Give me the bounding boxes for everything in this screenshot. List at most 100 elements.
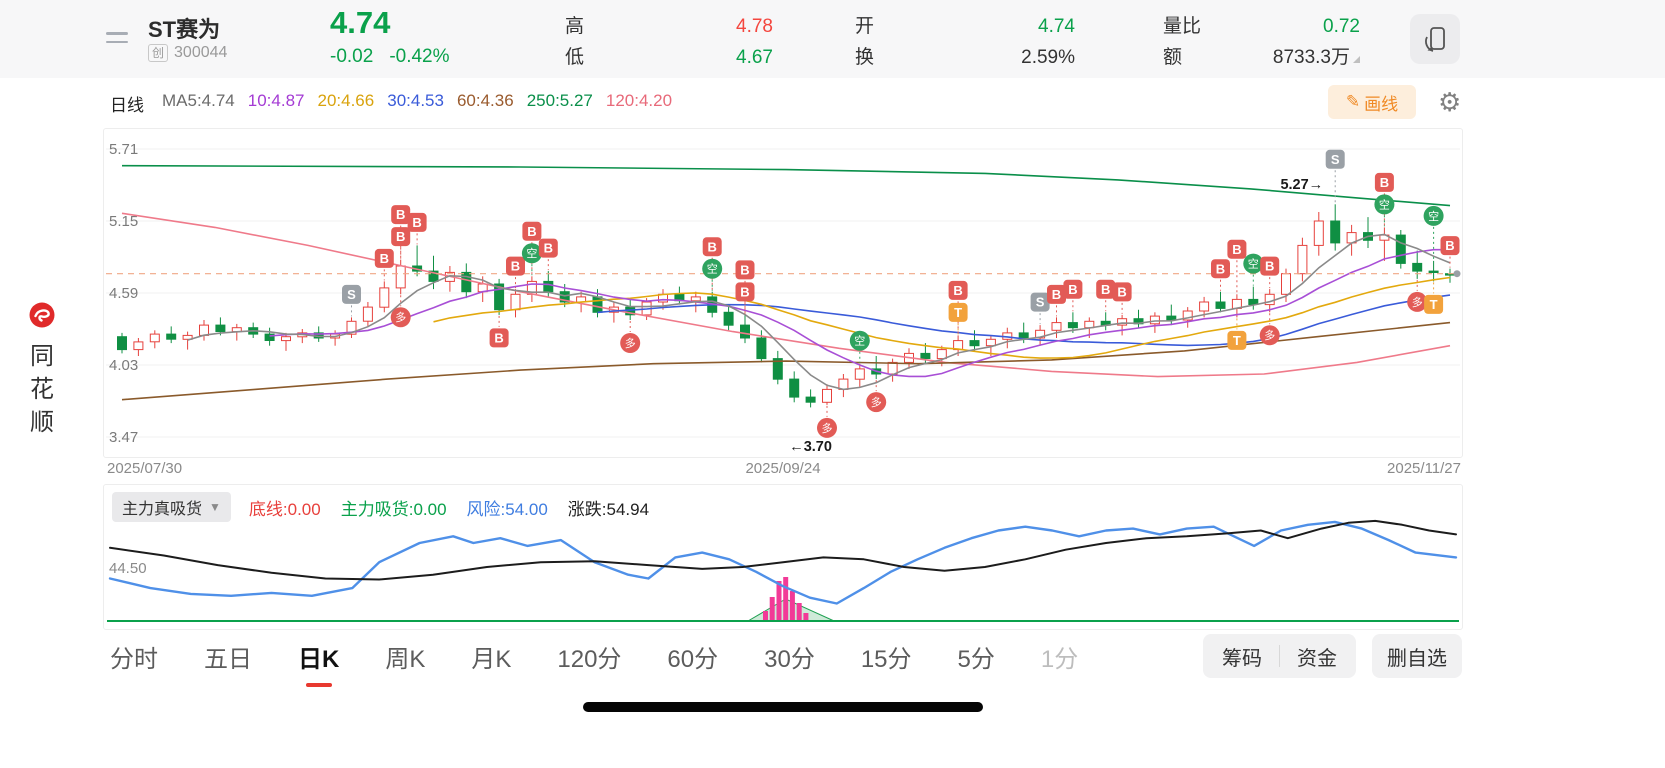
svg-text:B: B — [1052, 287, 1061, 302]
indicator-values: 底线:0.00 主力吸货:0.00 风险:54.00 涨跌:54.94 — [249, 495, 649, 520]
svg-text:T: T — [954, 305, 962, 320]
brand-watermark: 同花顺 — [22, 302, 62, 439]
market-tag: 创 — [148, 44, 169, 62]
tab-60min[interactable]: 60分 — [667, 645, 719, 673]
brand-name-vertical: 同花顺 — [22, 340, 62, 439]
svg-text:B: B — [396, 229, 405, 244]
indicator-panel: 44.50 主力真吸货 ▼ 底线:0.00 主力吸货:0.00 风险:54.00 涨跌… — [103, 484, 1463, 630]
active-tab-underline — [305, 682, 332, 687]
brand-char: 花 — [30, 376, 54, 403]
svg-text:多: 多 — [822, 421, 833, 435]
svg-text:S: S — [347, 287, 356, 302]
svg-text:多: 多 — [1412, 295, 1423, 309]
ma-value-5: 250:5.27 — [526, 91, 593, 110]
remove-watchlist-button[interactable]: 删自选 — [1372, 634, 1462, 678]
indicator-chart[interactable]: 44.50 — [104, 485, 1462, 629]
header: ST赛为 创 300044 4.74 -0.02 -0.42% 高 4.78 低 4.… — [0, 0, 1665, 78]
tab-fenshi[interactable]: 分时 — [110, 645, 158, 673]
stat-value: 4.67 — [736, 47, 773, 68]
svg-text:B: B — [1265, 259, 1274, 274]
tab-120min[interactable]: 120分 — [557, 645, 622, 673]
svg-text:B: B — [396, 207, 405, 222]
menu-icon[interactable] — [106, 26, 130, 49]
tab-week-k[interactable]: 周K — [385, 645, 426, 673]
stat-label: 低 — [565, 47, 585, 68]
ma-toolbar: 日线 MA5:4.74 10:4.87 20:4.66 30:4.53 60:4.36 2… — [0, 78, 1665, 124]
tab-5day[interactable]: 五日 — [204, 645, 252, 673]
svg-text:B: B — [740, 262, 749, 277]
svg-text:空: 空 — [1428, 209, 1439, 223]
date-middle: 2025/09/24 — [745, 460, 821, 477]
quote-stat-turnover: 换 2.59% — [855, 42, 1075, 73]
stock-name: ST赛为 — [148, 17, 221, 42]
tab-1min[interactable]: 1分 — [1040, 645, 1079, 673]
quote-stat-low: 低 4.67 — [565, 42, 773, 73]
svg-text:B: B — [527, 224, 536, 239]
quote-stat-group: 开 4.74 换 2.59% — [855, 11, 1075, 73]
rotate-screen-button[interactable] — [1410, 14, 1460, 64]
stat-label: 开 — [855, 16, 875, 37]
stock-code: 300044 — [174, 44, 228, 61]
indicator-value-2: 风险:54.00 — [466, 499, 548, 519]
settings-gear-icon[interactable]: ⚙ — [1438, 87, 1462, 117]
svg-text:空: 空 — [526, 246, 537, 260]
tab-day-k[interactable]: 日K — [298, 639, 339, 687]
svg-text:空: 空 — [854, 334, 865, 348]
svg-text:B: B — [1068, 282, 1077, 297]
stat-value: 4.78 — [736, 16, 773, 37]
tab-5min[interactable]: 5分 — [957, 645, 995, 673]
change-value: -0.02 — [330, 46, 374, 67]
ma-value-0: MA5:4.74 — [162, 91, 235, 110]
stock-code-row: 创 300044 — [148, 44, 227, 62]
quote-stat-volume-ratio: 量比 0.72 — [1163, 11, 1360, 42]
svg-text:S: S — [1331, 152, 1340, 167]
ma-value-4: 60:4.36 — [456, 91, 514, 110]
last-price: 4.74 — [330, 5, 391, 40]
svg-text:4.59: 4.59 — [109, 285, 138, 302]
svg-text:B: B — [1216, 261, 1225, 276]
svg-text:5.15: 5.15 — [109, 213, 138, 230]
draw-line-button[interactable]: ✎ 画线 — [1328, 85, 1416, 119]
date-axis: 2025/07/30 2025/09/24 2025/11/27 — [103, 460, 1463, 480]
stat-value: 0.72 — [1323, 16, 1360, 37]
quote-stat-group: 量比 0.72 额 8733.3万 — [1163, 11, 1360, 73]
svg-text:B: B — [412, 215, 421, 230]
svg-text:T: T — [1430, 297, 1438, 312]
quote-stat-open: 开 4.74 — [855, 11, 1075, 42]
tab-15min[interactable]: 15分 — [860, 645, 912, 673]
chip-fund-buttons: 筹码 资金 — [1203, 634, 1356, 678]
period-tabbar: 分时 五日 日K 周K 月K 120分 60分 30分 15分 5分 1分 筹码 资金 删自选 — [0, 630, 1665, 687]
stat-label: 高 — [565, 16, 585, 37]
svg-text:B: B — [740, 284, 749, 299]
svg-text:多: 多 — [1264, 328, 1275, 342]
indicator-selector[interactable]: 主力真吸货 ▼ — [112, 492, 231, 522]
stat-value: 8733.3万 — [1273, 42, 1360, 73]
svg-text:T: T — [1233, 333, 1241, 348]
svg-text:B: B — [953, 283, 962, 298]
svg-text:B: B — [1380, 175, 1389, 190]
tab-month-k[interactable]: 月K — [471, 645, 512, 673]
fund-flow-button[interactable]: 资金 — [1297, 647, 1337, 670]
ma-value-6: 120:4.20 — [605, 91, 673, 110]
home-indicator[interactable] — [583, 702, 983, 712]
svg-text:3.47: 3.47 — [109, 429, 138, 446]
stat-label: 量比 — [1163, 16, 1202, 37]
quote-stat-amount: 额 8733.3万 — [1163, 42, 1360, 73]
tab-30min[interactable]: 30分 — [764, 645, 815, 673]
svg-text:B: B — [1101, 282, 1110, 297]
svg-text:44.50: 44.50 — [109, 560, 147, 577]
period-label: 日线 — [110, 96, 144, 115]
svg-text:空: 空 — [1248, 256, 1259, 270]
chip-distribution-button[interactable]: 筹码 — [1222, 647, 1262, 670]
indicator-value-3: 涨跌:54.94 — [567, 499, 650, 519]
pencil-icon: ✎ — [1345, 92, 1361, 111]
ma-value-1: 10:4.87 — [247, 91, 305, 110]
svg-text:←3.70: ←3.70 — [789, 439, 832, 455]
expand-triangle-icon[interactable] — [1353, 56, 1360, 63]
change-percent: -0.42% — [389, 46, 450, 67]
svg-text:B: B — [1445, 238, 1454, 253]
indicator-value-0: 底线:0.00 — [248, 499, 321, 519]
indicator-name: 主力真吸货 — [122, 501, 203, 518]
svg-text:B: B — [1117, 284, 1126, 299]
